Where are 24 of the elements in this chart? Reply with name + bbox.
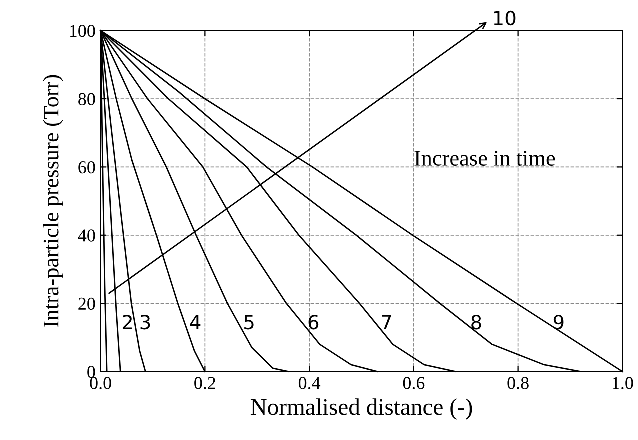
x-tick-label: 0.8 (508, 377, 529, 390)
series-label: 3 (140, 314, 150, 330)
series-label: 8 (472, 314, 482, 330)
x-axis-title: Normalised distance (-) (250, 398, 472, 420)
x-tick-label: 0.2 (194, 377, 216, 390)
y-tick-label: 60 (78, 161, 96, 174)
series-label: 9 (554, 314, 564, 330)
y-tick-label: 20 (78, 298, 96, 310)
y-tick-label: 40 (78, 230, 96, 242)
annotation: Increase in time (414, 151, 556, 166)
y-tick-label: 100 (70, 25, 96, 38)
x-tick-label: 1.0 (612, 377, 634, 390)
y-tick-label: 0 (88, 366, 96, 378)
legend-label: 10 (494, 10, 516, 26)
y-axis-title: Intra-particle pressure (Torr) (43, 75, 64, 328)
x-tick-label: 0.6 (403, 377, 425, 390)
series-label: 7 (382, 315, 392, 330)
x-tick-label: 0.4 (298, 377, 321, 390)
x-tick-label: 0.0 (90, 377, 112, 390)
series-label: 4 (190, 315, 201, 330)
series-label: 5 (244, 315, 254, 330)
series-label: 2 (122, 314, 132, 330)
series-label: 6 (308, 314, 319, 330)
y-tick-label: 80 (78, 93, 96, 106)
